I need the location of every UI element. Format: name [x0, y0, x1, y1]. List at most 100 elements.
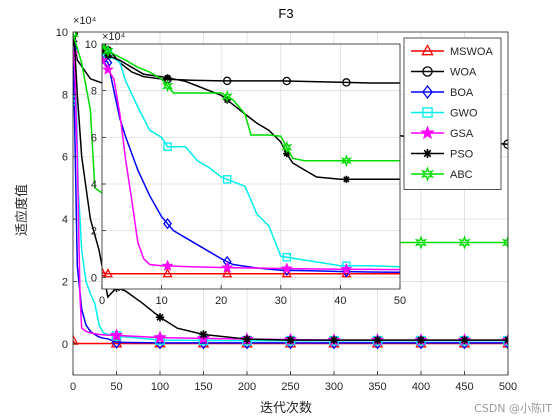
- legend-label-gwo: GWO: [450, 108, 478, 120]
- main-xtick-3: 150: [194, 381, 212, 393]
- inset-xtick-0: 0: [99, 295, 105, 307]
- main-point-pso-3: [199, 330, 208, 339]
- legend-item-boa: BOA: [411, 84, 474, 100]
- inset-point-gwo-2: [163, 142, 172, 151]
- watermark: CSDN @小陈IT: [474, 402, 552, 415]
- main-ytick-3: 6: [62, 152, 68, 164]
- legend-marker-abc: [420, 166, 435, 182]
- inset-xtick-5: 50: [394, 295, 406, 307]
- inset-ytick-4: 8: [91, 86, 97, 98]
- main-point-pso-4: [242, 334, 252, 344]
- chart-title: F3: [278, 6, 293, 21]
- main-ytick-2: 4: [62, 214, 68, 226]
- inset-xtick-3: 30: [275, 295, 287, 307]
- y-axis-label: 适应度值: [14, 184, 30, 236]
- inset-xtick-4: 40: [334, 295, 346, 307]
- inset-point-woa-4: [282, 76, 292, 86]
- inset-point-boa-2: [163, 217, 172, 230]
- legend-item-mswoa: MSWOA: [411, 44, 493, 58]
- legend: MSWOA WOA BOA GWO GSA PSO ABC: [403, 37, 502, 190]
- main-point-gsa-1: [109, 328, 124, 341]
- inset-point-gsa-3: [221, 261, 234, 273]
- main-xtick-4: 200: [238, 381, 256, 393]
- legend-label-abc: ABC: [450, 169, 473, 181]
- inset-line-gwo: [102, 50, 400, 268]
- main-xtick-7: 350: [368, 381, 386, 393]
- inset-point-mswoa-0: [102, 266, 108, 277]
- inset-point-gwo-4: [282, 253, 292, 262]
- legend-label-mswoa: MSWOA: [450, 46, 493, 58]
- inset-point-gsa-0: [102, 54, 108, 66]
- main-point-pso-9: [460, 335, 469, 345]
- legend-label-woa: WOA: [450, 67, 477, 79]
- legend-marker-gsa: [420, 125, 435, 140]
- inset-point-abc-2: [162, 79, 174, 93]
- main-xtick-5: 250: [281, 381, 299, 393]
- main-point-pso-5: [286, 335, 295, 345]
- main-point-pso-7: [373, 335, 382, 345]
- inset-point-pso-2: [163, 74, 172, 82]
- inset-xtick-2: 20: [215, 295, 227, 307]
- inset-point-mswoa-2: [162, 268, 173, 278]
- main-xtick-0: 0: [70, 381, 76, 393]
- inset-point-mswoa-1: [102, 268, 114, 278]
- inset-line-abc: [102, 44, 400, 162]
- zoom-inset: 0 10 20 30 40 50 0 2 4 6 8 10 ×10⁴: [85, 31, 406, 307]
- legend-marker-boa: [422, 84, 433, 100]
- main-point-gsa-2: [153, 330, 167, 344]
- inset-xtick-1: 10: [155, 295, 167, 307]
- inset-series-abc: [102, 44, 400, 168]
- legend-marker-gwo: [422, 107, 433, 118]
- inset-point-gwo-3: [222, 175, 232, 184]
- legend-box: [403, 37, 502, 190]
- inset-point-abc-1: [102, 44, 114, 58]
- inset-ytick-0: 0: [91, 272, 97, 284]
- inset-series-gsa: [102, 54, 400, 275]
- main-xtick-2: 100: [151, 381, 169, 393]
- inset-tick-labels: 0 10 20 30 40 50 0 2 4 6 8 10: [85, 39, 406, 307]
- main-series-pso: [73, 37, 508, 345]
- x-axis-label: 迭代次数: [260, 400, 312, 416]
- main-xtick-1: 50: [110, 381, 122, 393]
- legend-marker-pso: [422, 148, 433, 159]
- main-ytick-4: 8: [62, 89, 68, 101]
- main-xtick-8: 400: [412, 381, 430, 393]
- main-xtick-9: 450: [455, 381, 473, 393]
- inset-frame: [101, 43, 401, 290]
- legend-label-gsa: GSA: [450, 128, 474, 140]
- main-point-pso-8: [416, 335, 426, 345]
- main-ytick-5: 10: [56, 27, 68, 39]
- inset-series-layer: [102, 44, 400, 278]
- legend-item-abc: ABC: [411, 166, 473, 182]
- legend-item-gwo: GWO: [411, 107, 478, 120]
- legend-label-boa: BOA: [450, 87, 474, 99]
- main-point-pso-6: [329, 335, 339, 345]
- inset-point-woa-5: [342, 78, 351, 87]
- main-point-mswoa-0: [73, 334, 79, 345]
- inset-y-exponent-label: ×10⁴: [102, 31, 126, 43]
- inset-point-gsa-1: [102, 63, 114, 75]
- inset-background: [102, 44, 400, 289]
- main-xtick-10: 500: [499, 381, 517, 393]
- main-line-pso: [73, 41, 508, 341]
- main-xtick-6: 300: [325, 381, 343, 393]
- inset-line-pso: [102, 50, 400, 181]
- main-point-pso-2: [155, 313, 165, 322]
- inset-line-gsa: [102, 59, 400, 271]
- main-ytick-1: 2: [62, 276, 68, 288]
- inset-point-gsa-4: [280, 262, 293, 274]
- legend-marker-mswoa: [421, 44, 434, 56]
- y-exponent-label: ×10⁴: [73, 15, 97, 27]
- main-point-abc-8: [414, 235, 428, 250]
- inset-point-gsa-2: [161, 259, 174, 271]
- legend-item-gsa: GSA: [411, 125, 474, 140]
- legend-label-pso: PSO: [450, 149, 474, 161]
- inset-ytick-1: 2: [91, 226, 97, 238]
- main-ytick-0: 0: [62, 339, 68, 351]
- inset-point-pso-5: [342, 175, 350, 183]
- main-point-abc-9: [458, 235, 471, 250]
- legend-marker-woa: [422, 66, 433, 77]
- main-point-abc-10: [501, 235, 508, 250]
- inset-ytick-2: 4: [91, 179, 97, 191]
